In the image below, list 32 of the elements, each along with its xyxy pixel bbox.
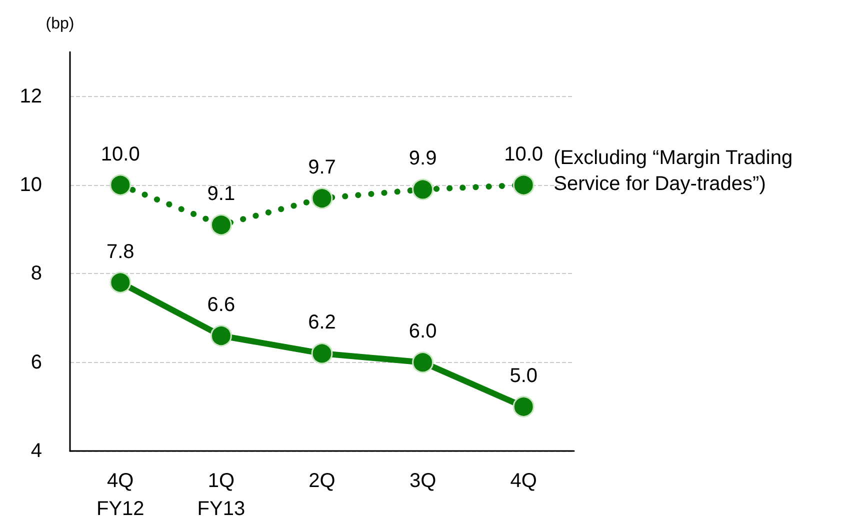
data-label: 6.6 [207, 294, 236, 316]
y-tick-label: 4 [30, 440, 42, 462]
series-label: (Excluding “Margin Trading Service for Day-trades”) [554, 147, 793, 195]
point [311, 342, 333, 364]
point [311, 188, 333, 210]
x-tick-label: 1Q FY13 [197, 470, 246, 520]
y-tick-label: 12 [20, 85, 42, 108]
data-label: 10.0 [100, 143, 140, 166]
y-tick-label: 6 [30, 351, 42, 374]
y-tick-label: 10 [20, 174, 42, 196]
data-label: 10.0 [504, 143, 544, 166]
x-tick-label: 3Q [409, 470, 436, 492]
point [110, 174, 132, 196]
data-label: 6.0 [408, 320, 437, 343]
point [210, 214, 232, 236]
y-tick-label: 8 [30, 262, 42, 285]
data-label: 5.0 [510, 364, 538, 387]
x-tick-label: 2Q [308, 470, 336, 492]
point [512, 174, 534, 196]
point [512, 396, 534, 418]
y-axis-title: (bp) [46, 16, 74, 32]
data-label: 7.8 [106, 240, 134, 263]
data-label: 6.2 [308, 312, 336, 334]
x-tick-label: 4Q FY12 [96, 470, 144, 520]
point [412, 178, 434, 200]
data-label: 9.1 [207, 183, 236, 206]
point [210, 324, 232, 346]
point [412, 352, 434, 374]
data-label: 9.9 [408, 148, 437, 170]
x-tick-label: 4Q [510, 470, 537, 492]
data-label: 9.7 [308, 156, 336, 179]
point [110, 272, 132, 294]
